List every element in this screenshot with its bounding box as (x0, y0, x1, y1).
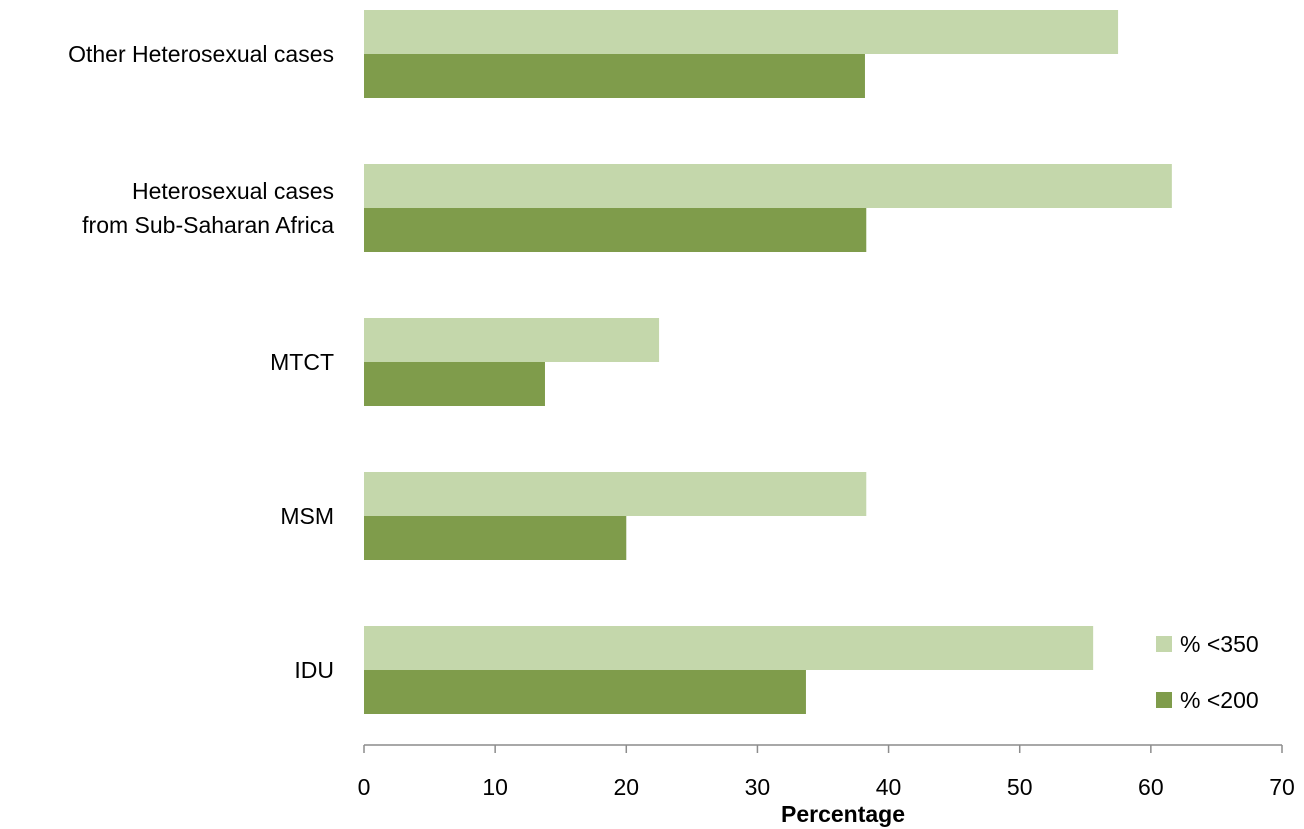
bar-lt200-4 (364, 670, 806, 714)
bar-lt350-3 (364, 472, 867, 516)
category-label-3-0: MSM (280, 503, 334, 529)
x-tick-label-6: 60 (1138, 774, 1164, 800)
x-tick-label-5: 50 (1007, 774, 1033, 800)
category-label-0-0: Other Heterosexual cases (68, 41, 334, 67)
bar-lt350-2 (364, 318, 660, 362)
legend-swatch-1 (1156, 692, 1172, 708)
x-tick-label-2: 20 (613, 774, 639, 800)
x-axis-ticks: 0 10 20 30 40 50 60 70 (358, 745, 1295, 800)
category-label-1-1: from Sub-Saharan Africa (82, 212, 334, 238)
bar-lt200-1 (364, 208, 867, 252)
x-tick-label-3: 30 (745, 774, 771, 800)
legend-label-1: % <200 (1180, 687, 1259, 713)
x-tick-label-4: 40 (876, 774, 902, 800)
bar-lt350-4 (364, 626, 1094, 670)
x-tick-label-1: 10 (482, 774, 508, 800)
category-label-4-0: IDU (294, 657, 334, 683)
x-axis-title: Percentage (781, 801, 905, 827)
legend-swatch-0 (1156, 636, 1172, 652)
category-labels: Other Heterosexual cases Heterosexual cas… (68, 41, 334, 683)
bars-layer (364, 10, 1172, 714)
category-label-2-0: MTCT (270, 349, 334, 375)
bar-lt200-3 (364, 516, 627, 560)
bar-lt350-1 (364, 164, 1172, 208)
bar-lt350-0 (364, 10, 1119, 54)
bar-lt200-0 (364, 54, 865, 98)
x-tick-label-0: 0 (358, 774, 371, 800)
bar-lt200-2 (364, 362, 545, 406)
legend: % <350 % <200 (1156, 631, 1259, 713)
legend-label-0: % <350 (1180, 631, 1259, 657)
category-label-1-0: Heterosexual cases (132, 178, 334, 204)
x-tick-label-7: 70 (1269, 774, 1295, 800)
